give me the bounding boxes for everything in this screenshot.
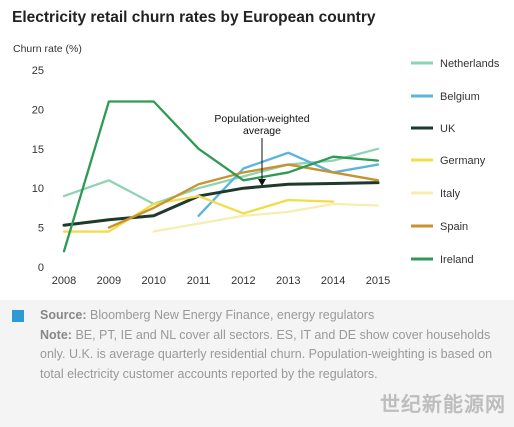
series-line-ireland: [62, 100, 380, 253]
series-line-uk: [62, 181, 380, 227]
x-tick-label: 2010: [141, 275, 165, 287]
x-tick-label: 2011: [187, 275, 211, 287]
source-marker-icon: [12, 310, 24, 322]
watermark-logo: 世纪新能源网: [380, 394, 506, 416]
x-tick-label: 2008: [52, 275, 76, 287]
legend-label-germany: Germany: [440, 155, 486, 167]
note-label: Note:: [40, 327, 72, 342]
chart-title: Electricity retail churn rates by Europe…: [12, 9, 376, 26]
y-tick-label: 15: [32, 144, 44, 156]
y-tick-label: 5: [38, 223, 44, 235]
y-axis-label: Churn rate (%): [13, 43, 82, 55]
legend-label-spain: Spain: [440, 221, 468, 233]
source-label: Source:: [40, 308, 87, 322]
series-line-germany: [62, 194, 335, 233]
line-chart: 0 5 10 15 20 25 2008 2009 2010 2011 2012 2013 2014 20…: [32, 58, 500, 287]
x-tick-label: 2009: [97, 275, 121, 287]
x-tick-label: 2014: [321, 275, 345, 287]
x-tick-label: 2013: [276, 275, 300, 287]
y-tick-label: 0: [38, 262, 44, 274]
y-tick-label: 10: [32, 183, 44, 195]
series-line-netherlands: [62, 147, 380, 206]
series-line-belgium: [197, 151, 380, 217]
y-tick-label: 25: [32, 65, 44, 77]
annotation-text: Population-weighted: [214, 113, 309, 125]
series-line-spain: [107, 163, 380, 229]
x-tick-label: 2015: [366, 275, 390, 287]
note-text: BE, PT, IE and NL cover all sectors. ES,…: [40, 327, 493, 381]
source-text: Bloomberg New Energy Finance, energy reg…: [90, 308, 375, 322]
legend-label-uk: UK: [440, 123, 456, 135]
y-tick-label: 20: [32, 104, 44, 116]
series-line-italy: [152, 202, 380, 233]
annotation-arrowhead: [258, 179, 266, 186]
annotation-text: average: [243, 125, 281, 137]
x-tick-label: 2012: [231, 275, 255, 287]
footer-notes: Source: Bloomberg New Energy Finance, en…: [40, 306, 504, 384]
footer-panel: [0, 300, 514, 427]
legend-label-belgium: Belgium: [440, 91, 480, 103]
legend-label-ireland: Ireland: [440, 254, 474, 266]
legend-label-netherlands: Netherlands: [440, 58, 500, 70]
legend-label-italy: Italy: [440, 188, 461, 200]
